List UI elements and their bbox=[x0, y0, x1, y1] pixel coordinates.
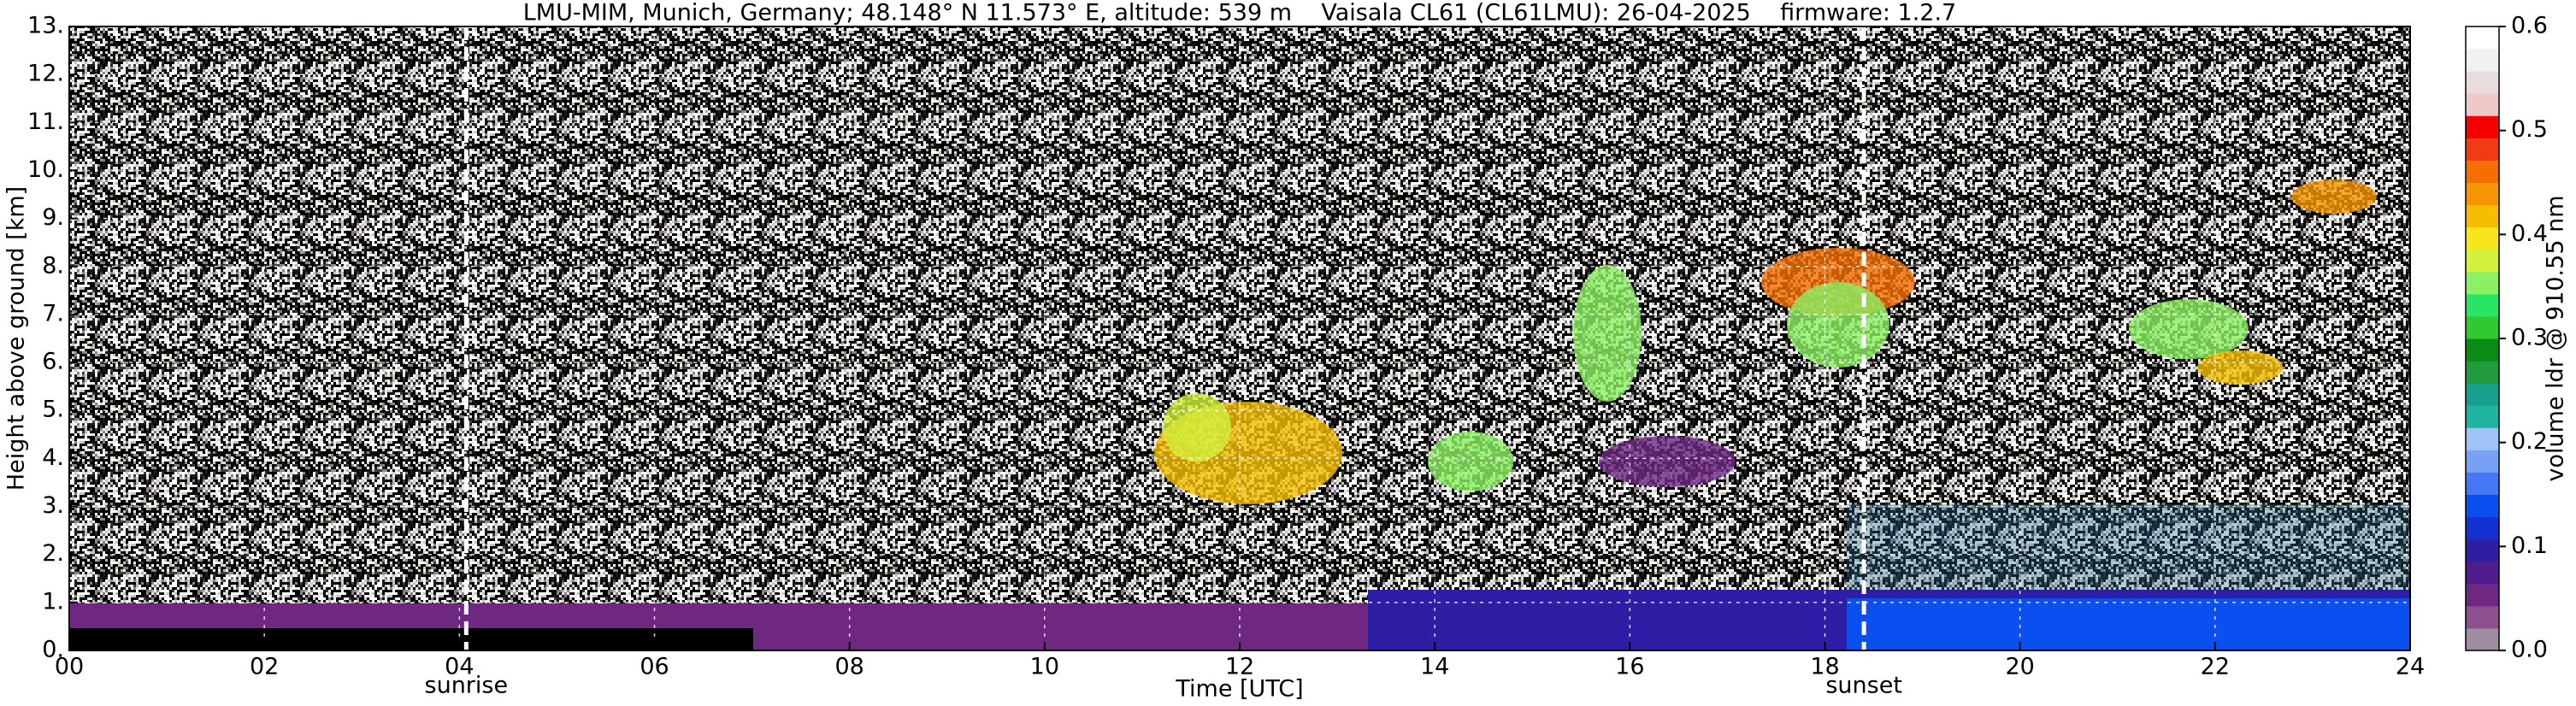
x-axis-label: Time [UTC] bbox=[1175, 676, 1303, 703]
cloud bbox=[1163, 393, 1231, 462]
y-tick-label: 8. bbox=[42, 252, 64, 279]
boundary-layer bbox=[1847, 598, 2410, 650]
colorbar-band bbox=[2466, 271, 2499, 295]
cloud bbox=[1787, 282, 1889, 368]
x-tick-label: 10 bbox=[1030, 654, 1059, 680]
colorbar-label: volume ldr @ 910.55 nm bbox=[2543, 196, 2569, 482]
colorbar-tick-label: 0.4 bbox=[2511, 221, 2548, 247]
colorbar-band bbox=[2466, 450, 2499, 473]
y-tick-label: 2. bbox=[42, 540, 64, 567]
colorbar-band bbox=[2466, 605, 2499, 629]
colorbar-band bbox=[2466, 472, 2499, 495]
y-tick-label: 12. bbox=[27, 61, 64, 87]
x-tick-label: 14 bbox=[1420, 654, 1449, 680]
y-tick-label: 4. bbox=[42, 444, 64, 471]
colorbar-band bbox=[2466, 405, 2499, 428]
x-tick-label: 04 bbox=[445, 654, 474, 680]
y-tick-label: 6. bbox=[42, 349, 64, 375]
colorbar-band bbox=[2466, 249, 2499, 273]
x-tick-label: 06 bbox=[640, 654, 669, 680]
cloud bbox=[1573, 265, 1642, 402]
y-tick-label: 10. bbox=[27, 156, 64, 183]
annotation-label: sunrise bbox=[425, 673, 509, 699]
colorbar-tick-label: 0.1 bbox=[2511, 532, 2548, 559]
y-tick-label: 5. bbox=[42, 397, 64, 423]
colorbar-band bbox=[2466, 494, 2499, 518]
colorbar-band bbox=[2466, 561, 2499, 585]
colorbar-tick-label: 0.0 bbox=[2511, 637, 2548, 663]
colorbar-band bbox=[2466, 293, 2499, 317]
colorbar-band bbox=[2466, 338, 2499, 362]
colorbar-band bbox=[2466, 138, 2499, 161]
colorbar-band bbox=[2466, 427, 2499, 450]
colorbar-tick-label: 0.6 bbox=[2511, 13, 2548, 39]
colorbar-tick-label: 0.5 bbox=[2511, 116, 2548, 143]
colorbar-band bbox=[2466, 26, 2499, 50]
colorbar-band bbox=[2466, 160, 2499, 183]
cloud bbox=[2291, 179, 2377, 214]
x-tick-label: 22 bbox=[2201, 654, 2230, 680]
colorbar-band bbox=[2466, 383, 2499, 406]
cloud bbox=[2197, 350, 2283, 385]
colorbar-band bbox=[2466, 361, 2499, 384]
x-tick-label: 16 bbox=[1615, 654, 1644, 680]
colorbar-band bbox=[2466, 182, 2499, 206]
colorbar-band bbox=[2466, 227, 2499, 250]
colorbar-band bbox=[2466, 115, 2499, 138]
aerosol-layer bbox=[1847, 504, 2410, 590]
colorbar-band bbox=[2466, 516, 2499, 540]
cloud bbox=[1599, 436, 1736, 487]
x-tick-label: 12 bbox=[1225, 654, 1254, 680]
colorbar-band bbox=[2466, 49, 2499, 72]
y-tick-label: 3. bbox=[42, 492, 64, 519]
y-axis-label: Height above ground [km] bbox=[3, 186, 30, 491]
colorbar-tick-label: 0.3 bbox=[2511, 325, 2548, 351]
y-tick-label: 1. bbox=[42, 588, 64, 615]
colorbar-band bbox=[2466, 627, 2499, 651]
x-tick-label: 08 bbox=[834, 654, 864, 680]
colorbar-tick-label: 0.2 bbox=[2511, 428, 2548, 455]
cloud bbox=[2129, 299, 2249, 359]
colorbar-band bbox=[2466, 204, 2499, 228]
x-tick-label: 02 bbox=[250, 654, 279, 680]
y-tick-label: 0. bbox=[42, 637, 64, 663]
y-tick-label: 7. bbox=[42, 300, 64, 327]
x-tick-label: 18 bbox=[1810, 654, 1839, 680]
boundary-layer bbox=[69, 628, 753, 650]
x-tick-label: 00 bbox=[55, 654, 84, 680]
y-tick-label: 13. bbox=[27, 13, 64, 39]
x-tick-label: 20 bbox=[2005, 654, 2034, 680]
annotation-label: sunset bbox=[1825, 673, 1902, 699]
chart-title: LMU-MIM, Munich, Germany; 48.148° N 11.5… bbox=[523, 0, 1957, 26]
colorbar-band bbox=[2466, 315, 2499, 339]
y-tick-label: 9. bbox=[42, 204, 64, 231]
cloud bbox=[1428, 432, 1513, 491]
x-tick-label: 24 bbox=[2396, 654, 2425, 680]
plot-frame bbox=[68, 26, 2411, 651]
y-tick-label: 11. bbox=[27, 109, 64, 135]
colorbar-band bbox=[2466, 538, 2499, 562]
colorbar-band bbox=[2466, 583, 2499, 607]
colorbar-band bbox=[2466, 71, 2499, 94]
colorbar-band bbox=[2466, 93, 2499, 116]
